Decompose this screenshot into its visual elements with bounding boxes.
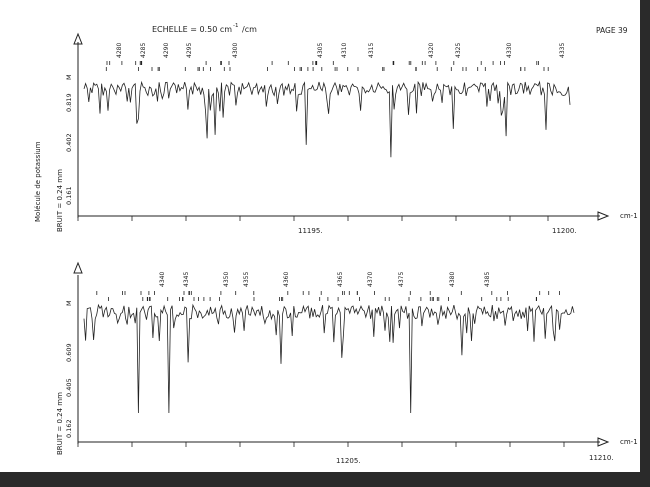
x-tick-label-bottom-1: 11210. [589,454,614,462]
y-marker-bottom: M [65,300,73,306]
line-assignment-label: 4280 [116,43,123,58]
y-tick-label-bottom-1: 0.405 [65,378,73,397]
scale-exponent: -1 [233,23,238,29]
x-unit-top: cm-1 [620,212,638,220]
line-assignment-label: 4295 [186,43,193,58]
page-number: PAGE 39 [596,26,628,35]
x-axis-arrow-bottom [597,437,610,447]
scale-label: ECHELLE = 0.50 cm [152,25,232,34]
x-tick-label-top-1: 11200. [552,227,577,235]
y-tick-label-top-2: 0.161 [65,186,73,205]
line-assignment-label: 4330 [506,43,513,58]
spectrum-trace [83,303,575,414]
y-tick-label-bottom-2: 0.162 [65,419,73,438]
y-tick-label-top-0: 0.819 [65,93,73,112]
x-unit-bottom: cm-1 [620,438,638,446]
line-assignment-label: 4335 [559,43,566,58]
line-assignment-label: 4315 [368,43,375,58]
x-axis-arrow-top [597,211,610,221]
line-assignment-label: 4365 [337,272,344,287]
scale-unit: /cm [242,25,257,34]
line-assignment-label: 4380 [449,272,456,287]
y-label-bottom: BRUIT = 0.24 mm [56,392,64,455]
line-assignment-label: 4370 [367,272,374,287]
line-assignment-label: 4300 [232,43,239,58]
y-axis-arrow-bottom [73,261,83,274]
spectrum-trace [83,80,571,158]
molecule-label: Molécule de potassium [34,141,42,222]
spectrum-chart-top: cm-1 11195. 11200. BRUIT = 0.24 mm 0.819… [56,32,638,235]
line-assignment-label: 4360 [283,272,290,287]
page-edge-bottom [0,472,650,487]
line-assignment-label: 4340 [159,272,166,287]
x-tick-label-top-0: 11195. [298,227,323,235]
y-tick-label-top-1: 0.402 [65,133,73,152]
y-tick-label-bottom-0: 0.609 [65,343,73,362]
spectrum-page [0,0,640,472]
y-label-top: BRUIT = 0.24 mm [56,169,64,232]
line-assignment-label: 4385 [484,272,491,287]
line-assignment-label: 4325 [455,43,462,58]
line-assignment-label: 4355 [243,272,250,287]
line-assignment-label: 4310 [341,43,348,58]
y-axis-arrow-top [73,32,83,45]
spectrum-chart-bottom: cm-1 11205. 11210. BRUIT = 0.24 mm 0.609… [56,261,638,465]
page-edge-right [640,0,650,472]
line-assignment-label: 4305 [317,43,324,58]
y-marker-top: M [65,74,73,80]
line-assignment-label: 4320 [428,43,435,58]
x-tick-label-bottom-0: 11205. [336,457,361,465]
line-assignment-label: 4290 [163,43,170,58]
line-assignment-label: 4285 [140,43,147,58]
line-assignment-label: 4345 [183,272,190,287]
line-assignment-label: 4350 [223,272,230,287]
line-assignment-label: 4375 [398,272,405,287]
